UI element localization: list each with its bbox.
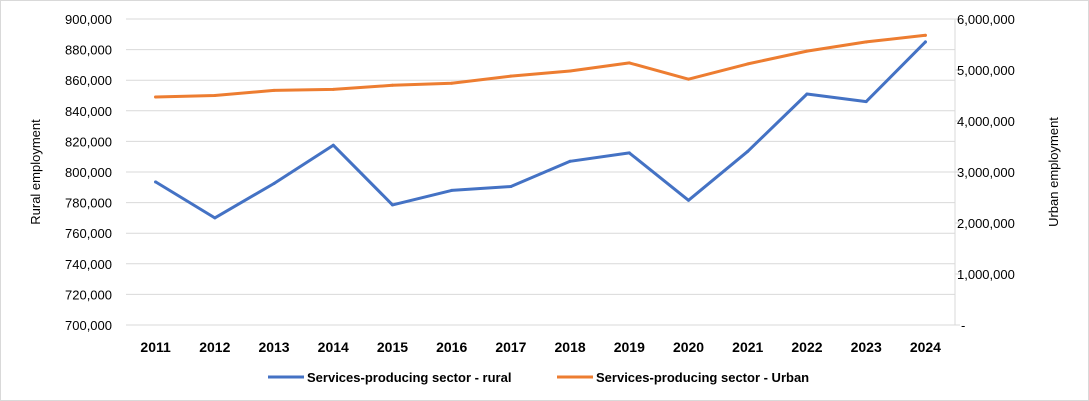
left-tick-label: 720,000 (65, 287, 112, 302)
series-line-rural (154, 40, 927, 220)
data-point (213, 216, 217, 220)
left-tick-label: 840,000 (65, 104, 112, 119)
left-axis-title: Rural employment (28, 119, 43, 225)
left-tick-label: 900,000 (65, 12, 112, 27)
data-point (331, 143, 335, 147)
legend: Services-producing sector - rural Servic… (268, 370, 809, 385)
legend-label-urban: Services-producing sector - Urban (596, 370, 809, 385)
legend-label-rural: Services-producing sector - rural (307, 370, 511, 385)
data-point (687, 77, 691, 81)
x-tick-label: 2024 (910, 339, 941, 355)
left-tick-label: 880,000 (65, 43, 112, 58)
data-point (746, 62, 750, 66)
x-tick-label: 2019 (614, 339, 645, 355)
x-tick-label: 2011 (140, 339, 171, 355)
series-line-urban (154, 33, 927, 99)
left-tick-label: 800,000 (65, 165, 112, 180)
data-point (687, 198, 691, 202)
right-tick-label: 4,000,000 (957, 114, 1015, 129)
data-point (450, 81, 454, 85)
x-tick-label: 2012 (199, 339, 230, 355)
x-axis-ticks: 2011 2012 2013 2014 2015 2016 2017 2018 2019 2020… (140, 339, 941, 355)
x-tick-label: 2022 (791, 339, 822, 355)
left-axis-ticks: 700,000 720,000 740,000 760,000 780,000 800,0… (65, 12, 112, 333)
data-point (154, 180, 158, 184)
right-tick-label: 5,000,000 (957, 63, 1015, 78)
data-point (627, 61, 631, 65)
data-point (390, 83, 394, 87)
data-point (509, 185, 513, 189)
data-point (923, 33, 927, 37)
data-point (509, 74, 513, 78)
data-point (805, 92, 809, 96)
left-tick-label: 780,000 (65, 196, 112, 211)
data-point (331, 87, 335, 91)
data-point (272, 181, 276, 185)
data-point (272, 88, 276, 92)
right-tick-label: 1,000,000 (957, 267, 1015, 282)
x-tick-label: 2023 (851, 339, 882, 355)
data-point (746, 149, 750, 153)
left-tick-label: 700,000 (65, 318, 112, 333)
data-point (805, 49, 809, 53)
right-tick-label: 3,000,000 (957, 165, 1015, 180)
data-point (213, 94, 217, 97)
x-tick-label: 2014 (318, 339, 349, 355)
data-point (864, 40, 868, 44)
data-point (923, 40, 927, 44)
x-tick-label: 2016 (436, 339, 467, 355)
gridlines (126, 18, 955, 326)
right-tick-label: 2,000,000 (957, 216, 1015, 231)
x-tick-label: 2017 (495, 339, 526, 355)
left-tick-label: 740,000 (65, 257, 112, 272)
x-tick-label: 2021 (732, 339, 763, 355)
data-point (627, 151, 631, 155)
data-point (568, 159, 572, 163)
left-tick-label: 860,000 (65, 73, 112, 88)
data-point (154, 95, 158, 99)
data-point (390, 203, 394, 207)
left-tick-label: 760,000 (65, 226, 112, 241)
right-axis-title: Urban employment (1046, 117, 1061, 227)
x-tick-label: 2018 (555, 339, 586, 355)
x-tick-label: 2015 (377, 339, 408, 355)
right-tick-label: - (961, 318, 965, 333)
data-point (864, 100, 868, 104)
left-tick-label: 820,000 (65, 134, 112, 149)
series-lines (154, 33, 927, 220)
data-point (568, 69, 572, 73)
right-tick-label: 6,000,000 (957, 12, 1015, 27)
x-tick-label: 2020 (673, 339, 704, 355)
right-axis-ticks: - 1,000,000 2,000,000 3,000,000 4,000,000 5,0… (955, 12, 1015, 333)
x-tick-label: 2013 (258, 339, 289, 355)
data-point (450, 188, 454, 192)
